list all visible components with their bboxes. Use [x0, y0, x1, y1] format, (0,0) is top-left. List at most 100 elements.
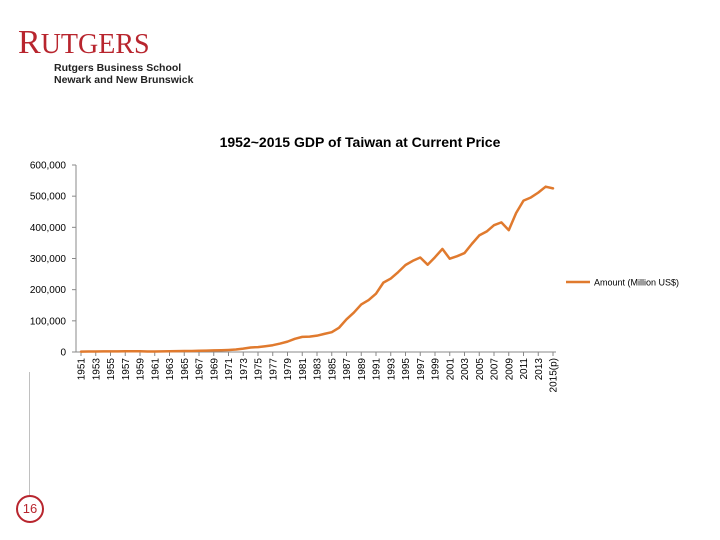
x-axis: 1951 1953 1955 1957 1959 1961 1963 1965 1967 1969… — [76, 351, 560, 392]
data-point — [412, 260, 414, 262]
logo-campus-line: Newark and New Brunswick — [54, 74, 194, 86]
data-point — [537, 192, 539, 194]
x-tick-label: 2011 — [519, 358, 530, 380]
data-point — [109, 350, 112, 352]
x-tick-label: 1997 — [416, 358, 427, 381]
x-tick-label: 1965 — [180, 358, 191, 381]
data-point — [530, 196, 532, 199]
data-point — [456, 255, 458, 257]
series-line-amount — [79, 185, 555, 353]
slide-number-connector — [29, 372, 30, 495]
data-point — [198, 350, 200, 352]
data-point — [463, 252, 466, 254]
data-point — [478, 234, 480, 237]
x-tick-label: 1995 — [401, 358, 412, 381]
data-point — [80, 351, 82, 353]
y-tick-label: 200,000 — [30, 285, 67, 296]
data-point — [404, 264, 407, 266]
data-point — [353, 311, 355, 314]
x-tick-label: 1975 — [254, 358, 265, 381]
data-point — [102, 350, 104, 353]
data-point — [205, 349, 207, 352]
x-tick-label: 1985 — [327, 358, 338, 381]
data-point — [139, 350, 141, 352]
data-point — [235, 348, 237, 351]
x-tick-label: 2007 — [490, 358, 501, 381]
x-tick-label: 1981 — [298, 358, 309, 381]
x-tick-label: 1955 — [106, 358, 117, 381]
y-tick-label: 300,000 — [30, 254, 67, 265]
data-point — [382, 282, 384, 284]
data-point — [508, 229, 510, 231]
data-point — [515, 212, 517, 214]
logo-wordmark: RUTGERS — [18, 24, 150, 61]
data-point — [191, 350, 193, 352]
data-point — [331, 331, 333, 333]
x-tick-label: 1951 — [77, 358, 88, 381]
data-point — [449, 258, 451, 260]
data-point — [87, 350, 89, 353]
data-point — [264, 345, 266, 347]
y-tick-label: 600,000 — [30, 161, 67, 172]
data-point — [309, 336, 311, 338]
data-point — [419, 256, 421, 259]
data-point — [132, 350, 134, 352]
y-tick-label: 400,000 — [30, 223, 67, 234]
x-tick-label: 1973 — [239, 358, 250, 381]
x-tick-label: 2009 — [504, 358, 515, 381]
data-point — [390, 277, 392, 280]
data-point — [227, 349, 230, 351]
data-point — [154, 350, 156, 353]
chart-title: 1952~2015 GDP of Taiwan at Current Price — [219, 134, 501, 150]
data-point — [397, 271, 399, 273]
data-point — [375, 293, 377, 295]
data-point — [545, 186, 547, 188]
x-tick-label: 1967 — [195, 358, 206, 381]
x-tick-label: 1963 — [165, 358, 176, 381]
x-tick-label: 1969 — [209, 358, 220, 381]
data-point — [146, 350, 148, 353]
y-tick-label: 500,000 — [30, 192, 67, 203]
data-point — [220, 349, 222, 351]
data-point — [552, 187, 554, 189]
series-layer — [79, 185, 555, 353]
x-tick-label: 2013 — [534, 358, 545, 381]
x-tick-label: 1989 — [357, 358, 368, 381]
data-point — [286, 341, 289, 343]
legend-label: Amount (Million US$) — [594, 278, 679, 288]
x-tick-label: 1979 — [283, 358, 294, 381]
data-point — [301, 336, 303, 338]
data-point — [117, 350, 119, 352]
x-tick-label: 1993 — [386, 358, 397, 381]
legend: Amount (Million US$) — [566, 278, 679, 288]
data-point — [294, 338, 296, 340]
x-tick-label: 1961 — [150, 358, 161, 381]
x-tick-label: 1959 — [136, 358, 147, 381]
data-point — [250, 346, 252, 349]
data-point — [345, 318, 348, 320]
x-tick-label: 1957 — [121, 358, 132, 381]
data-point — [522, 200, 525, 202]
x-tick-label: 1977 — [268, 358, 279, 381]
data-point — [441, 248, 443, 250]
data-point — [338, 327, 340, 329]
data-point — [471, 243, 473, 245]
data-point — [176, 350, 178, 352]
data-point — [360, 303, 362, 306]
data-point — [434, 256, 436, 258]
data-point — [427, 264, 429, 266]
data-point — [161, 350, 163, 352]
x-tick-label: 1971 — [224, 358, 235, 381]
data-point — [272, 344, 274, 346]
data-point — [316, 335, 318, 337]
data-point — [493, 224, 495, 226]
data-point — [242, 348, 244, 350]
x-tick-label: 2001 — [445, 358, 456, 381]
data-point — [368, 299, 370, 301]
data-point — [486, 230, 488, 233]
logo-school-line: Rutgers Business School — [54, 62, 182, 74]
data-point — [500, 221, 502, 223]
y-axis: 600,000 500,000 400,000 300,000 200,000 100,0… — [30, 161, 77, 359]
data-point — [95, 350, 97, 353]
